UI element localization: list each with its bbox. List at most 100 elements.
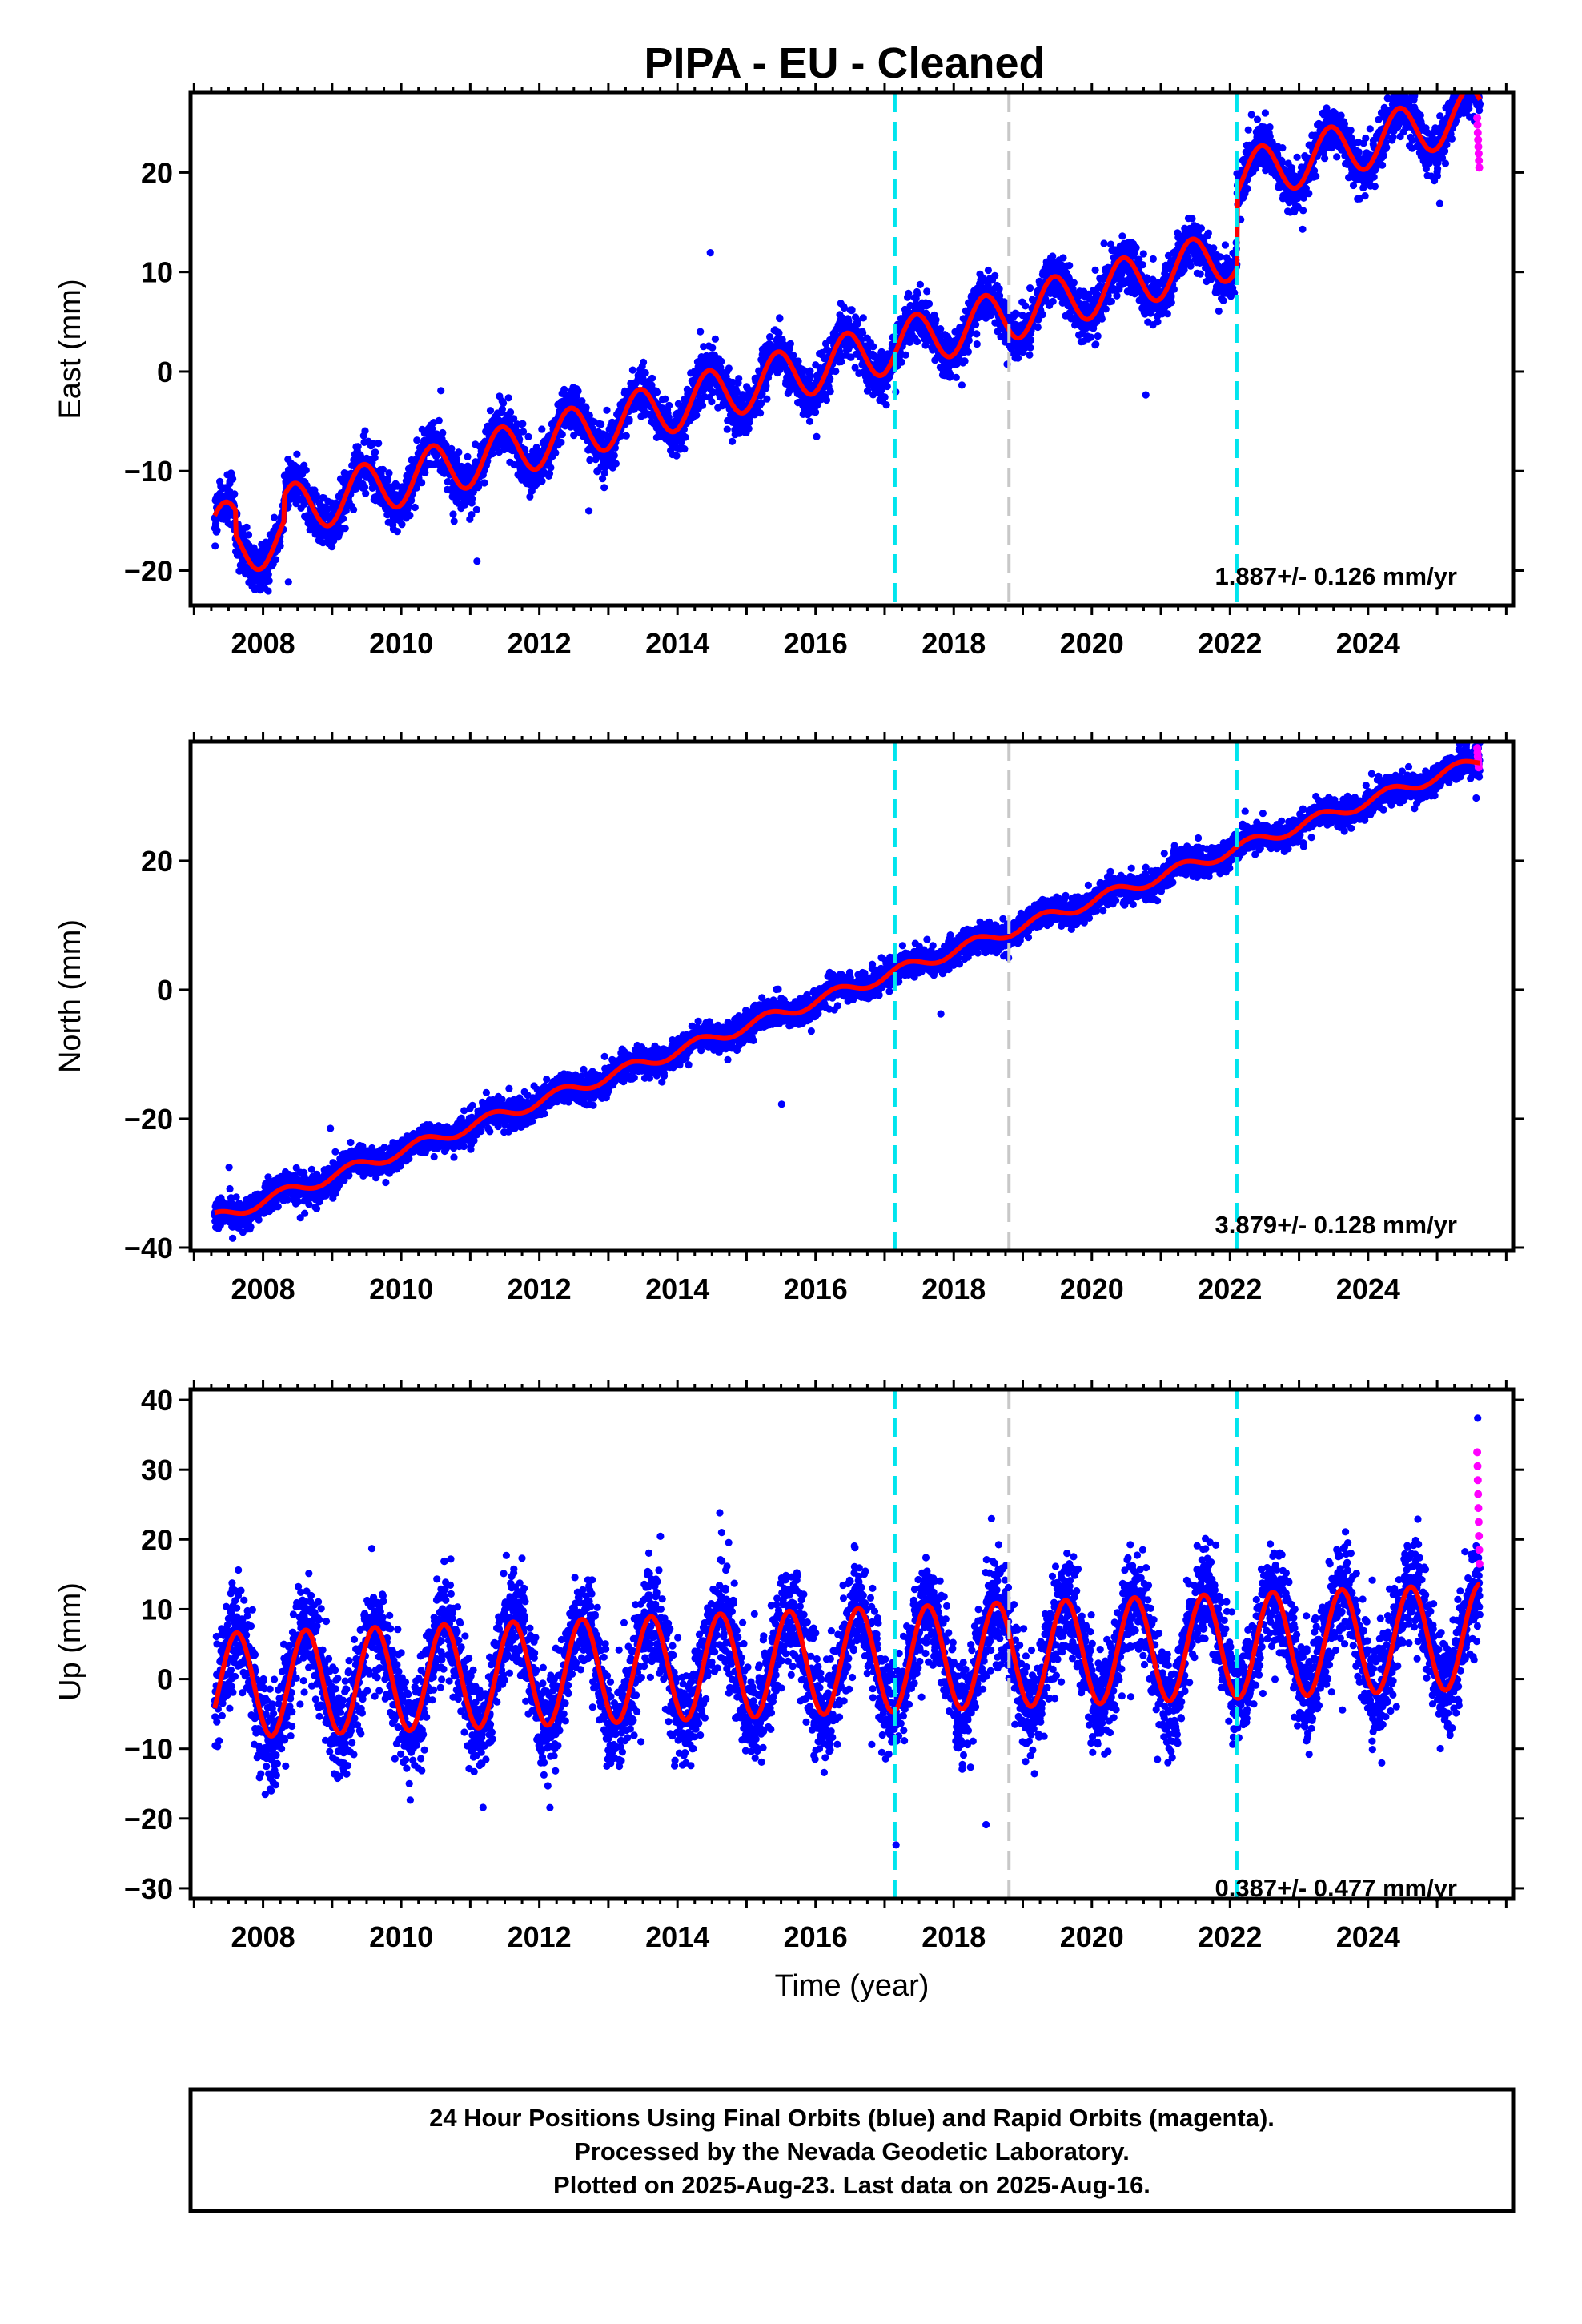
east-point	[464, 452, 472, 461]
east-point	[385, 469, 393, 477]
east-point	[653, 388, 661, 396]
east-point	[1100, 239, 1108, 247]
east-point	[231, 490, 239, 498]
east-point	[507, 408, 515, 416]
east-point	[991, 271, 999, 279]
east-point	[681, 445, 689, 453]
east-point	[1204, 229, 1212, 237]
east-point	[473, 557, 481, 565]
east-point	[610, 452, 618, 460]
east-point	[1139, 250, 1147, 258]
east-point	[1113, 292, 1121, 300]
east-point	[648, 374, 656, 382]
east-point	[213, 526, 221, 534]
east-point	[603, 406, 611, 414]
east-point	[1196, 270, 1204, 278]
east-point	[1014, 354, 1022, 362]
east-point	[869, 343, 877, 351]
east-point	[786, 340, 795, 348]
east-point	[452, 456, 461, 464]
east-point	[729, 437, 737, 445]
east-point	[211, 542, 219, 550]
east-point	[665, 401, 673, 409]
east-point	[439, 428, 447, 437]
east-point	[813, 432, 821, 440]
east-point	[952, 373, 960, 381]
east-point	[1091, 266, 1099, 274]
east-point	[901, 351, 909, 359]
east-point	[775, 329, 783, 337]
east-point	[519, 420, 527, 428]
east-point	[341, 525, 349, 533]
east-point	[1170, 285, 1178, 293]
east-point	[913, 337, 921, 346]
east-point	[932, 316, 940, 324]
east-point	[264, 570, 272, 578]
east-point	[336, 529, 344, 537]
east-point	[435, 416, 443, 424]
east-point	[766, 333, 774, 341]
east-point	[995, 285, 1003, 293]
east-point	[375, 440, 383, 448]
east-point	[913, 290, 921, 298]
east-point	[319, 539, 327, 547]
east-point	[964, 348, 972, 356]
east-point	[1027, 336, 1035, 344]
east-point	[265, 577, 273, 585]
east-point	[1098, 315, 1106, 323]
east-point	[1154, 318, 1162, 326]
east-point	[709, 344, 717, 352]
east-point	[1026, 284, 1034, 292]
east-point	[468, 495, 476, 503]
east-point	[1163, 310, 1171, 318]
east-point	[500, 399, 508, 407]
east-point	[1107, 297, 1115, 305]
east-point	[486, 407, 495, 415]
east-point	[757, 409, 765, 417]
east-point	[848, 306, 856, 314]
east-point	[972, 320, 980, 328]
east-point	[897, 358, 905, 366]
east-point	[973, 340, 981, 348]
east-point	[600, 484, 608, 492]
east-point	[1049, 297, 1057, 305]
panel-east: 2008 2010 2012 2014 2016 2018 2020 2022 2024−20−…	[54, 83, 1524, 660]
east-point	[597, 420, 605, 428]
east-point	[243, 523, 251, 531]
east-point	[1087, 333, 1095, 341]
east-point	[946, 370, 954, 378]
east-point	[923, 287, 931, 296]
east-point	[1197, 224, 1205, 232]
east-point	[681, 433, 689, 441]
east-point	[612, 460, 620, 468]
east-point	[538, 425, 546, 433]
east-point	[1094, 332, 1102, 340]
east-point	[398, 521, 406, 529]
east-point	[762, 382, 770, 390]
east-point	[323, 505, 331, 513]
east-point	[698, 401, 707, 409]
east-point	[697, 328, 705, 336]
east-point	[547, 464, 555, 472]
east-point	[826, 375, 834, 383]
east-point	[640, 358, 648, 366]
east-point	[725, 364, 733, 372]
east-point	[411, 503, 419, 512]
east-point	[859, 314, 867, 322]
east-point	[1138, 261, 1146, 269]
east-point	[882, 401, 890, 409]
east-point	[958, 381, 966, 389]
east-point	[393, 528, 401, 536]
east-point	[973, 330, 981, 338]
east-point	[984, 266, 992, 275]
east-point	[360, 483, 369, 491]
east-point	[745, 424, 753, 432]
east-point	[480, 479, 488, 487]
east-point	[832, 367, 840, 376]
east-point	[354, 443, 362, 451]
east-point	[450, 517, 458, 525]
east-point	[302, 466, 310, 474]
east-point	[1070, 279, 1078, 287]
east-point	[693, 411, 701, 420]
east-point	[244, 531, 253, 539]
